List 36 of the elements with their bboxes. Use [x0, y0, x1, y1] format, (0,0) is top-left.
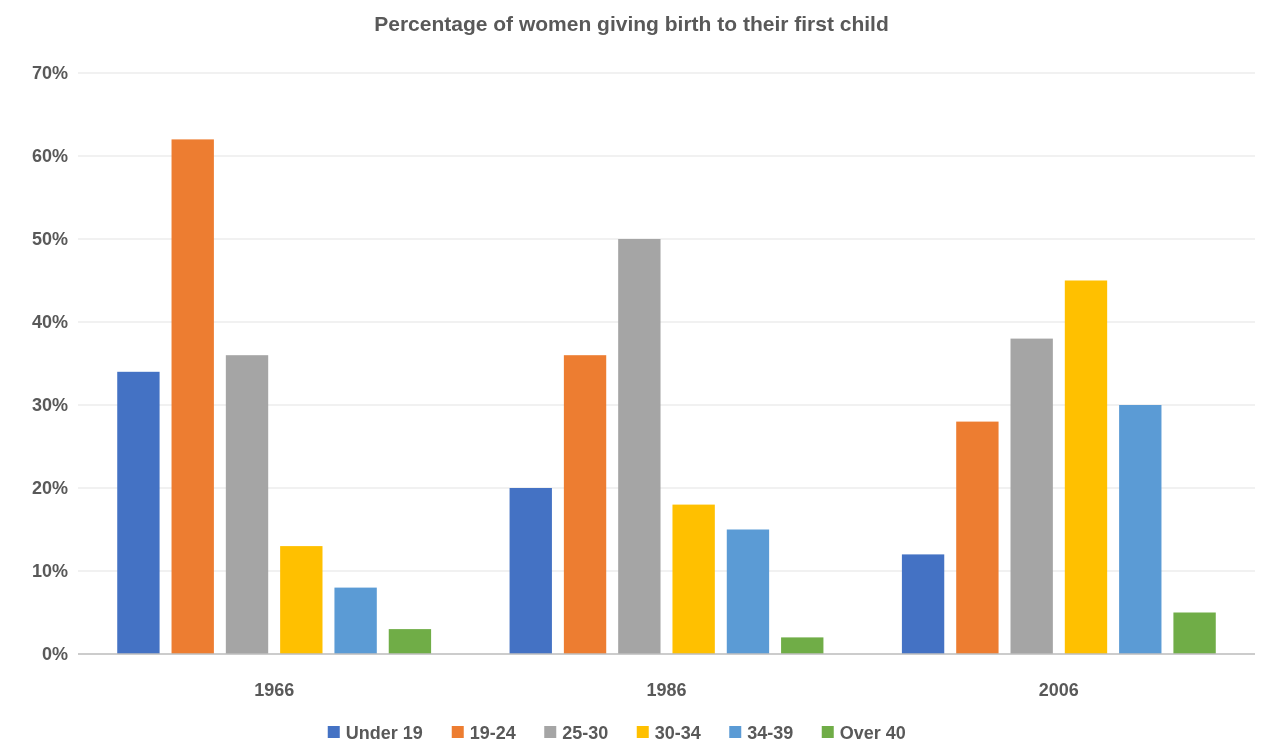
- chart-title: Percentage of women giving birth to their first child: [374, 12, 889, 35]
- x-tick-label: 1966: [254, 680, 295, 700]
- bar: [280, 546, 323, 654]
- bar: [334, 587, 377, 654]
- bar: [563, 355, 607, 654]
- bar: [388, 629, 432, 654]
- y-tick-label: 70%: [31, 63, 68, 84]
- bar: [672, 504, 715, 654]
- bar: [1173, 612, 1216, 654]
- y-tick-label: 40%: [31, 312, 68, 333]
- legend-label: Under 19: [345, 723, 423, 743]
- bar: [901, 554, 945, 654]
- y-tick-label: 60%: [31, 146, 68, 167]
- y-tick-label: 10%: [31, 561, 68, 582]
- y-tick-label: 0%: [41, 644, 68, 665]
- bar: [1010, 338, 1053, 654]
- bar: [117, 371, 160, 654]
- x-tick-label: 1986: [646, 680, 687, 700]
- bar: [956, 421, 999, 654]
- legend-label: Over 40: [839, 723, 906, 743]
- legend-label: 19-24: [469, 723, 516, 743]
- bar: [171, 139, 214, 654]
- bar: [225, 355, 269, 654]
- y-tick-label: 30%: [31, 395, 68, 416]
- bar: [781, 637, 824, 654]
- bar: [726, 529, 770, 654]
- x-tick-label: 2006: [1038, 680, 1079, 700]
- legend-label: 25-30: [562, 723, 609, 743]
- legend-label: 34-39: [747, 723, 794, 743]
- bar: [618, 239, 661, 654]
- bar: [1119, 405, 1162, 654]
- legend-label: 30-34: [654, 723, 701, 743]
- bar: [509, 488, 552, 654]
- y-tick-label: 50%: [31, 229, 68, 250]
- y-tick-label: 20%: [31, 478, 68, 499]
- bar: [1064, 280, 1108, 654]
